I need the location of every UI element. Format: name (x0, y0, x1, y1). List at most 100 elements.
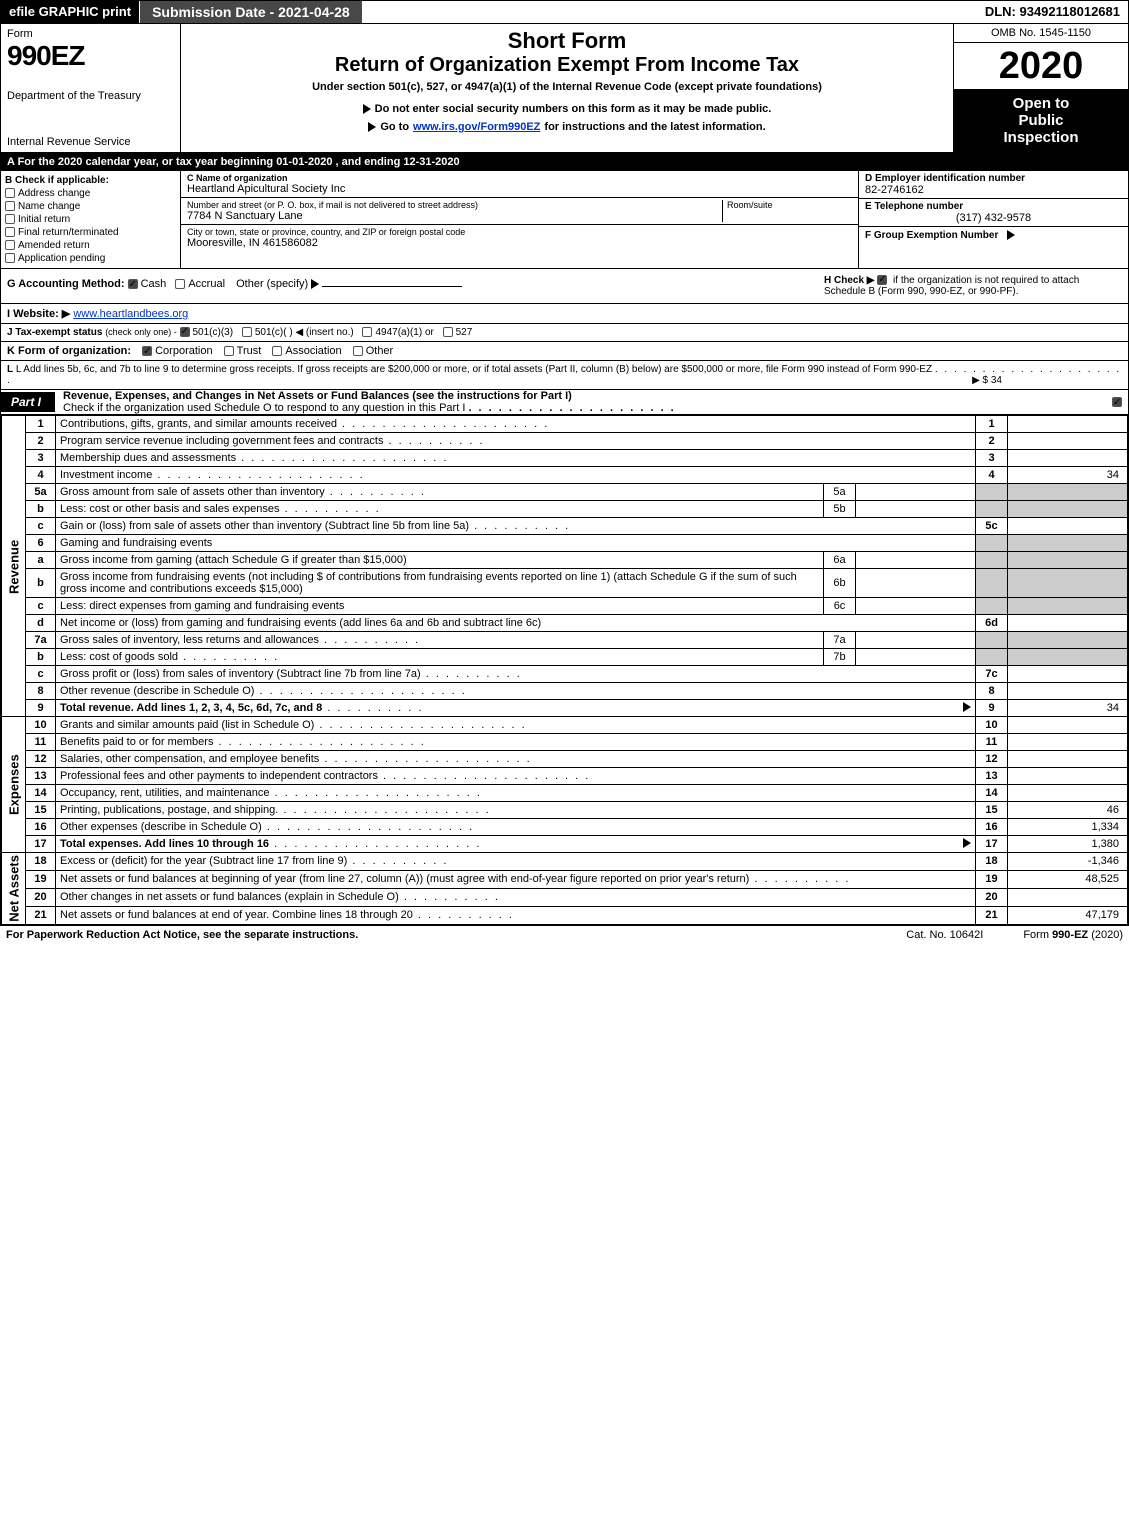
shade-cell (976, 484, 1008, 501)
cash-label: Cash (141, 278, 167, 290)
line-8-desc: Other revenue (describe in Schedule O) (60, 685, 254, 697)
dept-irs: Internal Revenue Service (7, 136, 174, 148)
line-5a-inbox: 5a (824, 484, 856, 501)
line-11-box: 11 (976, 734, 1008, 751)
g-h-row: G Accounting Method: Cash Accrual Other … (1, 269, 1128, 304)
line-7a-inval (856, 632, 976, 649)
line-7c-desc: Gross profit or (loss) from sales of inv… (60, 668, 421, 680)
line-5b-inval (856, 501, 976, 518)
initial-return-label: Initial return (18, 214, 70, 225)
check-if-label: B Check if applicable: (5, 175, 109, 186)
checkbox-corporation[interactable] (142, 346, 152, 356)
line-15-num: 15 (26, 802, 56, 819)
line-4-box: 4 (976, 467, 1008, 484)
line-6a-num: a (26, 552, 56, 569)
line-3-desc: Membership dues and assessments (60, 452, 236, 464)
submission-date: Submission Date - 2021-04-28 (139, 1, 362, 23)
shade-cell (976, 598, 1008, 615)
line-7c-box: 7c (976, 666, 1008, 683)
line-5c-num: c (26, 518, 56, 535)
section-h: H Check ▶ if the organization is not req… (818, 269, 1128, 303)
omb-number: OMB No. 1545-1150 (954, 24, 1128, 43)
checkbox-cash[interactable] (128, 279, 138, 289)
form-of-org-label: K Form of organization: (7, 345, 131, 357)
line-14-amt (1008, 785, 1128, 802)
checkbox-501c3[interactable] (180, 327, 190, 337)
line-6a-inbox: 6a (824, 552, 856, 569)
line-13-amt (1008, 768, 1128, 785)
checkbox-h[interactable] (877, 275, 887, 285)
header: Form 990EZ Department of the Treasury In… (1, 24, 1128, 153)
tel-value: (317) 432-9578 (865, 212, 1122, 224)
line-17-amt: 1,380 (1008, 836, 1128, 853)
checkbox-application-pending[interactable] (5, 253, 15, 263)
section-j: J Tax-exempt status (check only one) - 5… (1, 324, 1128, 342)
line-5b-num: b (26, 501, 56, 518)
line-6-num: 6 (26, 535, 56, 552)
checkbox-trust[interactable] (224, 346, 234, 356)
tax-exempt-label: J Tax-exempt status (7, 327, 102, 338)
checkbox-amended-return[interactable] (5, 240, 15, 250)
accounting-method-label: G Accounting Method: (7, 278, 125, 290)
form-number: 990EZ (7, 40, 174, 72)
line-5b-desc: Less: cost or other basis and sales expe… (60, 503, 280, 515)
line-6c-num: c (26, 598, 56, 615)
checkbox-name-change[interactable] (5, 201, 15, 211)
irs-link[interactable]: www.irs.gov/Form990EZ (413, 121, 540, 133)
line-3-amt (1008, 450, 1128, 467)
shade-cell (1008, 535, 1128, 552)
line-1-amt (1008, 416, 1128, 433)
triangle-icon (963, 702, 971, 712)
line-6a-inval (856, 552, 976, 569)
line-16-box: 16 (976, 819, 1008, 836)
checkbox-other-org[interactable] (353, 346, 363, 356)
4947-label: 4947(a)(1) or (375, 327, 433, 338)
checkbox-accrual[interactable] (175, 279, 185, 289)
other-specify-input[interactable] (322, 286, 462, 287)
cat-no: Cat. No. 10642I (906, 929, 983, 941)
line-21-num: 21 (26, 906, 56, 924)
shade-cell (976, 569, 1008, 598)
line-19-num: 19 (26, 870, 56, 888)
line-6d-amt (1008, 615, 1128, 632)
line-7a-inbox: 7a (824, 632, 856, 649)
line-6b-inbox: 6b (824, 569, 856, 598)
line-6d-box: 6d (976, 615, 1008, 632)
checkbox-4947[interactable] (362, 327, 372, 337)
line-2-amt (1008, 433, 1128, 450)
501c-label: 501(c)( ) (255, 327, 293, 338)
line-7b-inval (856, 649, 976, 666)
efile-print-label[interactable]: efile GRAPHIC print (1, 1, 139, 23)
lines-table: Revenue 1 Contributions, gifts, grants, … (1, 415, 1128, 925)
line-15-amt: 46 (1008, 802, 1128, 819)
line-6c-desc: Less: direct expenses from gaming and fu… (60, 600, 344, 612)
website-link[interactable]: www.heartlandbees.org (73, 308, 188, 320)
other-org-label: Other (366, 345, 394, 357)
checkbox-501c[interactable] (242, 327, 252, 337)
checkbox-address-change[interactable] (5, 188, 15, 198)
dln-label: DLN: 93492118012681 (977, 1, 1128, 23)
checkbox-association[interactable] (272, 346, 282, 356)
goto-line: Go to www.irs.gov/Form990EZ for instruct… (189, 121, 945, 133)
checkbox-527[interactable] (443, 327, 453, 337)
line-16-desc: Other expenses (describe in Schedule O) (60, 821, 262, 833)
line-7a-desc: Gross sales of inventory, less returns a… (60, 634, 319, 646)
line-13-box: 13 (976, 768, 1008, 785)
line-9-num: 9 (26, 700, 56, 717)
line-3-box: 3 (976, 450, 1008, 467)
line-19-box: 19 (976, 870, 1008, 888)
part-i-title: Revenue, Expenses, and Changes in Net As… (55, 390, 1112, 414)
line-6d-desc: Net income or (loss) from gaming and fun… (60, 617, 541, 629)
shade-cell (976, 501, 1008, 518)
city-value: Mooresville, IN 461586082 (187, 237, 852, 249)
triangle-icon (368, 122, 376, 132)
topbar: efile GRAPHIC print Submission Date - 20… (1, 1, 1128, 24)
checkbox-final-return[interactable] (5, 227, 15, 237)
checkbox-initial-return[interactable] (5, 214, 15, 224)
line-8-amt (1008, 683, 1128, 700)
line-6b-num: b (26, 569, 56, 598)
ein-label: D Employer identification number (865, 173, 1122, 184)
checkbox-schedule-o[interactable] (1112, 397, 1122, 407)
triangle-icon (311, 279, 319, 289)
title-return: Return of Organization Exempt From Incom… (189, 54, 945, 77)
